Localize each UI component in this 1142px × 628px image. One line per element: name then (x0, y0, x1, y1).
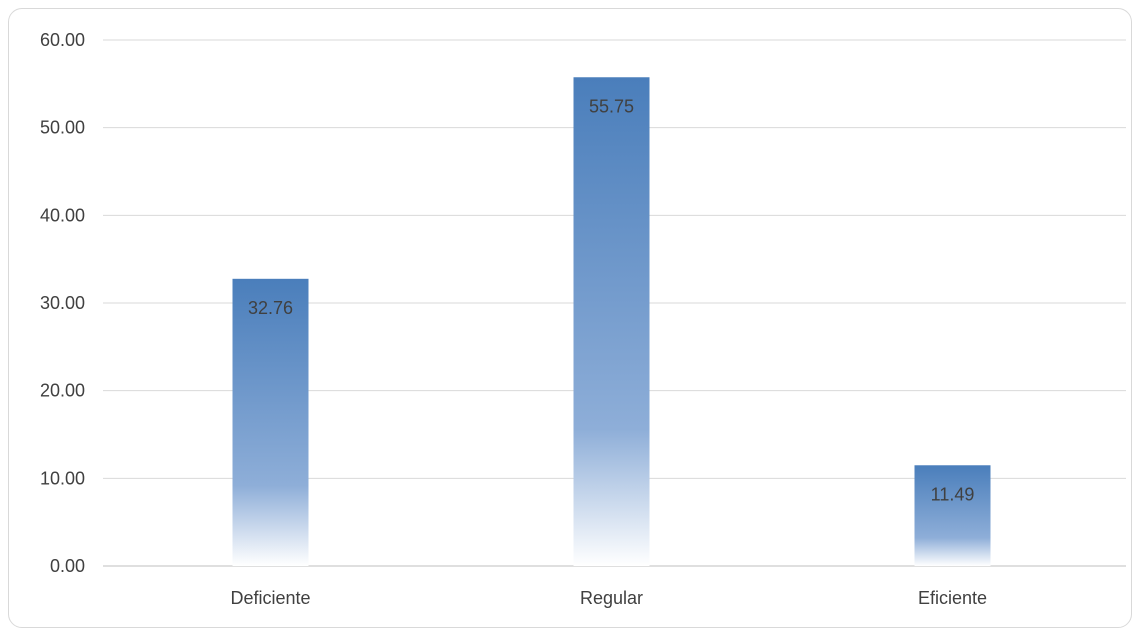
y-tick-label: 60.00 (40, 30, 85, 50)
y-tick-label: 20.00 (40, 381, 85, 401)
y-tick-label: 40.00 (40, 205, 85, 225)
bar-eficiente (914, 465, 991, 566)
y-tick-label: 0.00 (50, 556, 85, 576)
y-tick-label: 50.00 (40, 118, 85, 138)
y-tick-label: 30.00 (40, 293, 85, 313)
bar-deficiente (232, 278, 309, 566)
bars (232, 77, 991, 566)
x-category-label: Regular (580, 588, 643, 608)
x-category-label: Eficiente (918, 588, 987, 608)
y-axis-ticks: 0.00 10.00 20.00 30.00 40.00 50.00 60.00 (40, 30, 85, 576)
data-label: 55.75 (589, 96, 634, 116)
data-labels: 32.76 55.75 11.49 (248, 96, 974, 504)
x-category-label: Deficiente (230, 588, 310, 608)
data-label: 11.49 (931, 484, 975, 504)
x-axis-categories: Deficiente Regular Eficiente (230, 588, 987, 608)
y-tick-label: 10.00 (40, 468, 85, 488)
data-label: 32.76 (248, 298, 293, 318)
bar-regular (573, 77, 650, 566)
